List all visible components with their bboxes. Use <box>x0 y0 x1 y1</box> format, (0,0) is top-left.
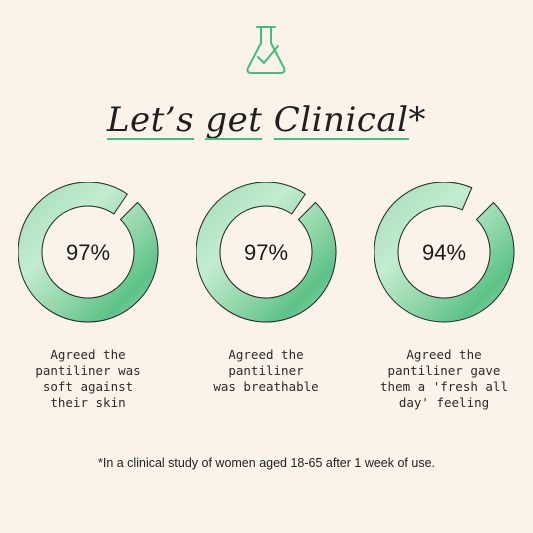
stat-percent: 94% <box>421 240 467 265</box>
title-word-lets: Let’s <box>106 100 195 140</box>
progress-ring-arc <box>374 182 515 323</box>
footnote: *In a clinical study of women aged 18-65… <box>98 456 435 470</box>
progress-ring <box>374 182 533 342</box>
progress-ring <box>18 182 178 342</box>
page-title: Let’s get Clinical* <box>0 98 533 142</box>
title-word-get: get <box>205 100 263 140</box>
stat-caption: Agreed the pantiliner was breathable <box>213 347 319 394</box>
title-word-clinical: Clinical <box>273 100 409 140</box>
flask-check-icon <box>243 24 289 76</box>
title-asterisk: * <box>408 100 427 140</box>
stat-percent: 97% <box>243 240 289 265</box>
progress-ring-arc <box>196 182 337 323</box>
stat-percent: 97% <box>65 240 111 265</box>
progress-ring <box>196 182 356 342</box>
progress-ring-arc <box>18 182 159 323</box>
stat-caption: Agreed the pantiliner was soft against t… <box>35 347 141 410</box>
stat-caption: Agreed the pantiliner gave them a 'fresh… <box>380 347 508 410</box>
